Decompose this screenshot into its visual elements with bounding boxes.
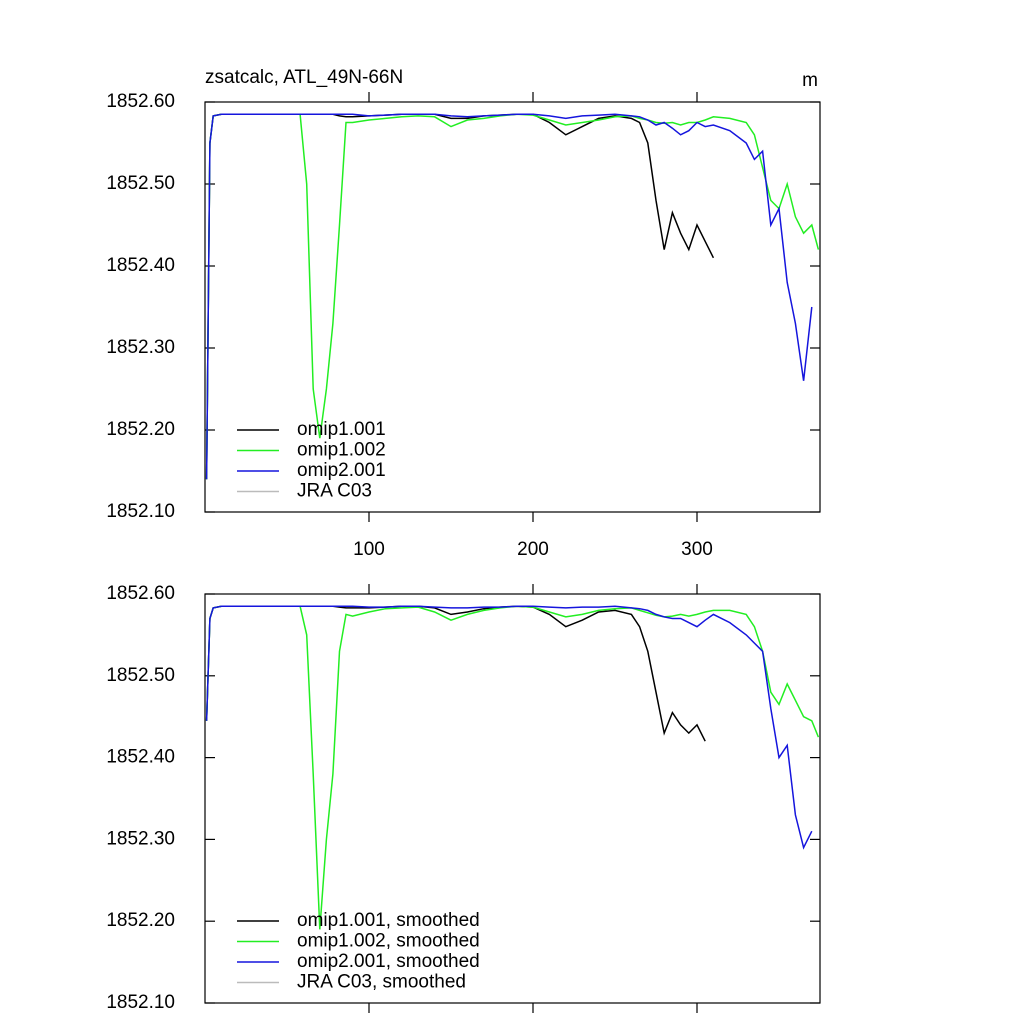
y-tick-label: 1852.10 (106, 501, 175, 522)
series-line (205, 113, 820, 480)
y-tick-label: 1852.20 (106, 419, 175, 440)
x-tick-label: 300 (681, 539, 713, 560)
legend-label: omip2.001, smoothed (297, 951, 480, 972)
y-tick-label: 1852.60 (106, 91, 175, 112)
chart-title: zsatcalc, ATL_49N-66N (205, 67, 403, 88)
series-line (205, 605, 706, 742)
y-tick-label: 1852.30 (106, 337, 175, 358)
series-line (205, 605, 820, 930)
x-tick-label: 200 (517, 539, 549, 560)
plot-frame (204, 101, 821, 513)
legend-label: JRA C03, smoothed (297, 972, 466, 993)
y-tick-label: 1852.40 (106, 255, 175, 276)
legend-label: omip1.001, smoothed (297, 910, 480, 931)
x-tick-label: 100 (353, 539, 385, 560)
units-label: m (802, 70, 818, 91)
series-line (205, 113, 813, 480)
y-tick-label: 1852.40 (106, 747, 175, 768)
series-line (205, 605, 813, 850)
y-tick-label: 1852.30 (106, 828, 175, 849)
legend-label: omip2.001 (297, 460, 386, 481)
y-tick-label: 1852.50 (106, 665, 175, 686)
y-tick-label: 1852.50 (106, 173, 175, 194)
y-tick-label: 1852.60 (106, 583, 175, 604)
legend-label: JRA C03 (297, 481, 372, 502)
plot-frame (204, 593, 821, 1004)
legend-label: omip1.002 (297, 440, 386, 461)
y-tick-label: 1852.20 (106, 910, 175, 931)
y-tick-label: 1852.10 (106, 992, 175, 1013)
legend-label: omip1.001 (297, 419, 386, 440)
legend-label: omip1.002, smoothed (297, 931, 480, 952)
series-line (205, 113, 715, 480)
